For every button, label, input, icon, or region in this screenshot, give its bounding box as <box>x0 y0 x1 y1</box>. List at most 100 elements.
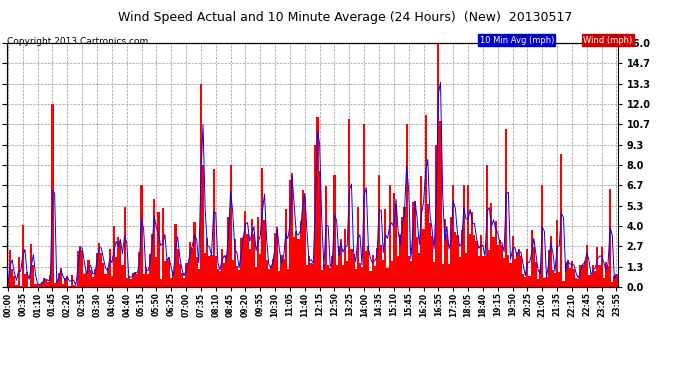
Bar <box>444 219 446 287</box>
Bar <box>546 277 548 287</box>
Bar <box>168 257 170 287</box>
Bar <box>210 255 213 287</box>
Bar <box>236 266 238 287</box>
Bar <box>509 263 511 287</box>
Bar <box>605 262 607 287</box>
Bar <box>450 217 452 287</box>
Bar <box>335 265 337 287</box>
Bar <box>564 262 566 287</box>
Bar <box>501 245 503 287</box>
Bar <box>115 256 117 287</box>
Bar <box>348 119 351 287</box>
Bar <box>213 169 215 287</box>
Bar <box>102 263 104 287</box>
Bar <box>507 255 509 287</box>
Bar <box>208 256 210 287</box>
Bar <box>596 247 598 287</box>
Bar <box>442 264 444 287</box>
Bar <box>278 272 280 287</box>
Bar <box>297 239 299 287</box>
Bar <box>552 270 554 287</box>
Bar <box>346 261 348 287</box>
Bar <box>230 165 232 287</box>
Bar <box>588 274 590 287</box>
Bar <box>386 268 388 287</box>
Bar <box>611 282 613 287</box>
Bar <box>578 279 580 287</box>
Bar <box>7 281 9 287</box>
Bar <box>246 234 248 287</box>
Bar <box>244 211 246 287</box>
Bar <box>539 269 541 287</box>
Bar <box>431 236 433 287</box>
Bar <box>333 175 335 287</box>
Bar <box>226 255 228 287</box>
Bar <box>456 235 459 287</box>
Bar <box>535 262 537 287</box>
Bar <box>435 145 437 287</box>
Bar <box>471 212 473 287</box>
Bar <box>111 276 113 287</box>
Bar <box>353 254 355 287</box>
Bar <box>26 272 28 287</box>
Bar <box>414 201 416 287</box>
Bar <box>382 261 384 287</box>
Bar <box>463 185 465 287</box>
Bar <box>465 253 467 287</box>
Bar <box>571 261 573 287</box>
Bar <box>41 282 43 287</box>
Bar <box>550 236 552 287</box>
Bar <box>562 281 564 287</box>
Bar <box>533 247 535 287</box>
Bar <box>166 260 168 287</box>
Bar <box>39 284 41 287</box>
Bar <box>433 262 435 287</box>
Bar <box>374 266 376 287</box>
Bar <box>461 230 463 287</box>
Bar <box>134 272 136 287</box>
Bar <box>310 264 313 287</box>
Bar <box>429 222 431 287</box>
Bar <box>357 207 359 287</box>
Bar <box>72 285 75 287</box>
Bar <box>264 220 266 287</box>
Bar <box>34 284 37 287</box>
Bar <box>189 242 191 287</box>
Bar <box>491 203 493 287</box>
Bar <box>128 276 130 287</box>
Bar <box>524 277 526 287</box>
Bar <box>308 256 310 287</box>
Bar <box>143 274 145 287</box>
Bar <box>200 84 202 287</box>
Bar <box>384 209 386 287</box>
Bar <box>584 261 586 287</box>
Bar <box>49 275 52 287</box>
Text: Wind (mph): Wind (mph) <box>583 36 632 45</box>
Bar <box>47 282 49 287</box>
Bar <box>590 275 592 287</box>
Bar <box>560 154 562 287</box>
Bar <box>469 234 471 287</box>
Bar <box>117 237 119 287</box>
Bar <box>609 189 611 287</box>
Bar <box>317 117 319 287</box>
Bar <box>90 270 92 287</box>
Bar <box>149 254 151 287</box>
Bar <box>480 235 482 287</box>
Bar <box>448 264 450 287</box>
Bar <box>228 217 230 287</box>
Bar <box>155 257 157 287</box>
Bar <box>537 279 539 287</box>
Bar <box>511 236 513 287</box>
Bar <box>323 264 325 287</box>
Bar <box>361 267 363 287</box>
Bar <box>37 284 39 287</box>
Bar <box>179 264 181 287</box>
Bar <box>369 271 372 287</box>
Bar <box>518 249 520 287</box>
Bar <box>615 274 618 287</box>
Bar <box>482 256 484 287</box>
Bar <box>43 278 45 287</box>
Bar <box>503 258 505 287</box>
Bar <box>531 230 533 287</box>
